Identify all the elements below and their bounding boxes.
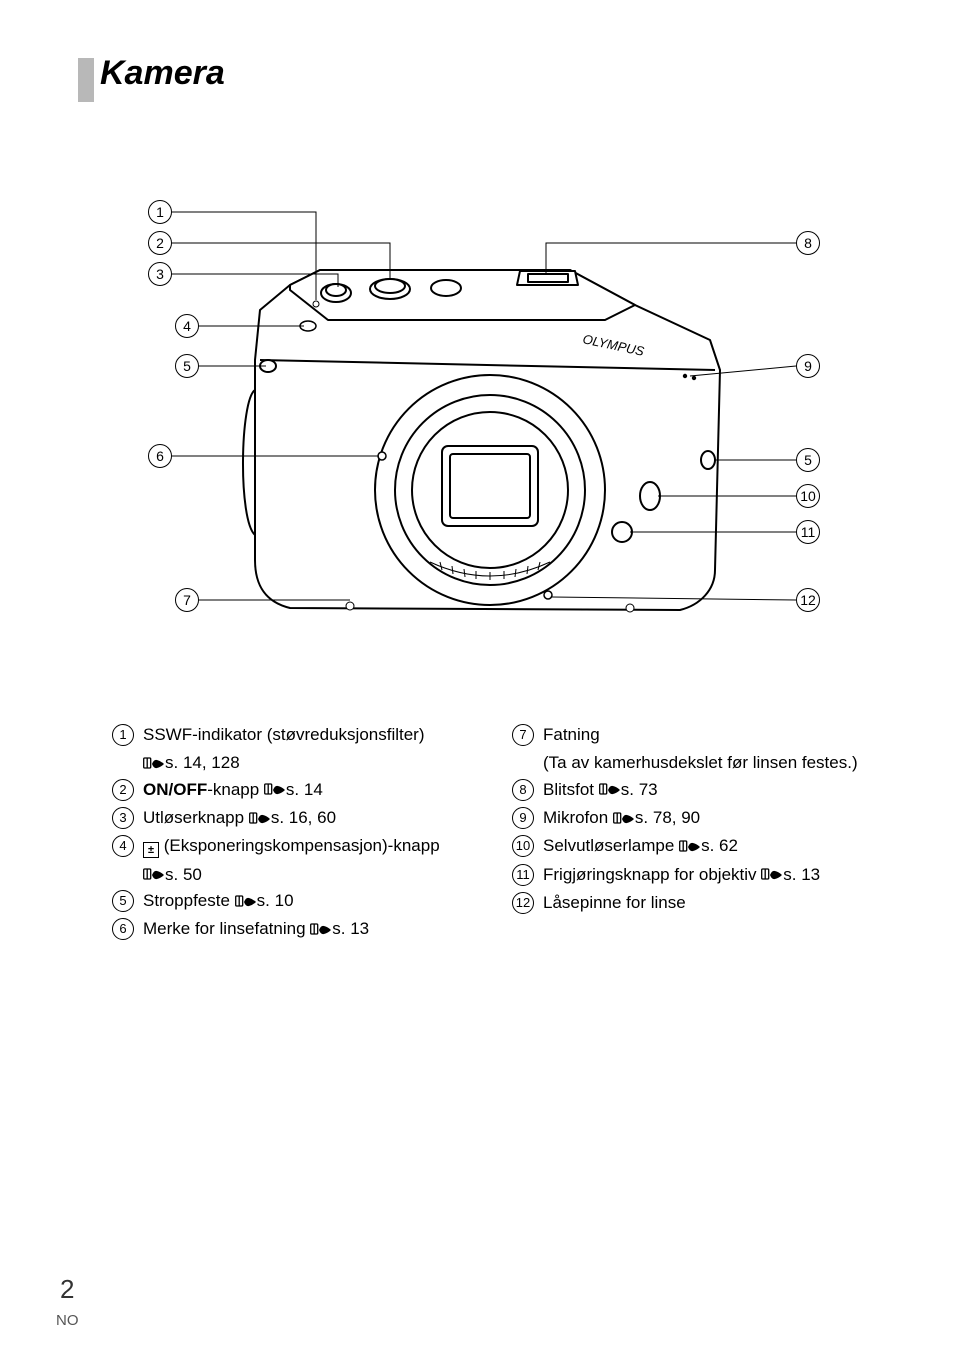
legend-number: 2	[112, 779, 134, 801]
legend-item-6: 6 Merke for linsefatning s. 13	[112, 916, 472, 942]
legend-item-2: 2 ON/OFF-knapp s. 14	[112, 777, 472, 803]
reference-icon	[143, 757, 165, 771]
legend-number: 6	[112, 918, 134, 940]
legend-text: Blitsfot s. 73	[543, 777, 872, 803]
page-title: Kamera	[100, 54, 225, 93]
legend-col-right: 7 Fatning(Ta av kamerhusdekslet før linse…	[512, 722, 872, 945]
legend-subline: s. 14, 128	[143, 750, 472, 776]
reference-icon	[679, 840, 701, 854]
page-number: 2	[60, 1274, 74, 1305]
legend-text: Låsepinne for linse	[543, 890, 872, 916]
callout-6: 6	[148, 444, 172, 468]
legend-item-5: 5 Stroppfeste s. 10	[112, 888, 472, 914]
reference-icon	[235, 895, 257, 909]
legend-item-8: 8 Blitsfot s. 73	[512, 777, 872, 803]
callout-8: 8	[796, 231, 820, 255]
callout-12: 12	[796, 588, 820, 612]
reference-icon	[143, 868, 165, 882]
legend-text: Merke for linsefatning s. 13	[143, 916, 472, 942]
callout-5: 5	[175, 354, 199, 378]
legend-item-10: 10 Selvutløserlampe s. 62	[512, 833, 872, 859]
camera-illustration: OLYMPUS	[90, 190, 880, 670]
callout-7: 7	[175, 588, 199, 612]
legend-number: 11	[512, 864, 534, 886]
legend-text: Utløserknapp s. 16, 60	[143, 805, 472, 831]
callout-5: 5	[796, 448, 820, 472]
manual-page: Kamera	[0, 0, 960, 1355]
camera-diagram: OLYMPUS	[90, 190, 880, 670]
reference-icon	[249, 812, 271, 826]
page-lang: NO	[56, 1312, 79, 1329]
legend-text: Frigjøringsknapp for objektiv s. 13	[543, 862, 872, 888]
legend-item-9: 9 Mikrofon s. 78, 90	[512, 805, 872, 831]
reference-icon	[761, 868, 783, 882]
legend-text: SSWF-indikator (støvreduksjonsfilter)	[143, 722, 472, 748]
callout-2: 2	[148, 231, 172, 255]
legend-text: Selvutløserlampe s. 62	[543, 833, 872, 859]
callout-11: 11	[796, 520, 820, 544]
legend-col-left: 1SSWF-indikator (støvreduksjonsfilter)s.…	[112, 722, 472, 945]
reference-icon	[599, 783, 621, 797]
legend-number: 8	[512, 779, 534, 801]
callout-9: 9	[796, 354, 820, 378]
legend-number: 7	[512, 724, 534, 746]
legend-item-7: 7 Fatning	[512, 722, 872, 748]
legend-number: 1	[112, 724, 134, 746]
legend-number: 9	[512, 807, 534, 829]
legend-item-12: 12 Låsepinne for linse	[512, 890, 872, 916]
reference-icon	[613, 812, 635, 826]
legend-text: Mikrofon s. 78, 90	[543, 805, 872, 831]
legend-text: ON/OFF-knapp s. 14	[143, 777, 472, 803]
legend-number: 3	[112, 807, 134, 829]
legend: 1SSWF-indikator (støvreduksjonsfilter)s.…	[112, 722, 872, 945]
legend-number: 4	[112, 835, 134, 857]
legend-number: 5	[112, 890, 134, 912]
reference-icon	[264, 783, 286, 797]
section-marker	[78, 58, 94, 102]
callout-10: 10	[796, 484, 820, 508]
reference-icon	[310, 923, 332, 937]
legend-subline: s. 50	[143, 862, 472, 888]
legend-text: Fatning	[543, 722, 872, 748]
legend-text: Stroppfeste s. 10	[143, 888, 472, 914]
legend-item-1: 1 SSWF-indikator (støvreduksjonsfilter)	[112, 722, 472, 748]
legend-item-11: 11 Frigjøringsknapp for objektiv s. 13	[512, 862, 872, 888]
legend-text: ± (Eksponeringskompensasjon)-knapp	[143, 833, 472, 859]
legend-item-4: 4 ± (Eksponeringskompensasjon)-knapp	[112, 833, 472, 859]
callout-3: 3	[148, 262, 172, 286]
callout-4: 4	[175, 314, 199, 338]
legend-number: 10	[512, 835, 534, 857]
callout-1: 1	[148, 200, 172, 224]
legend-number: 12	[512, 892, 534, 914]
square-icon: ±	[143, 842, 159, 858]
legend-item-3: 3 Utløserknapp s. 16, 60	[112, 805, 472, 831]
legend-subline: (Ta av kamerhusdekslet før linsen festes…	[543, 750, 872, 776]
